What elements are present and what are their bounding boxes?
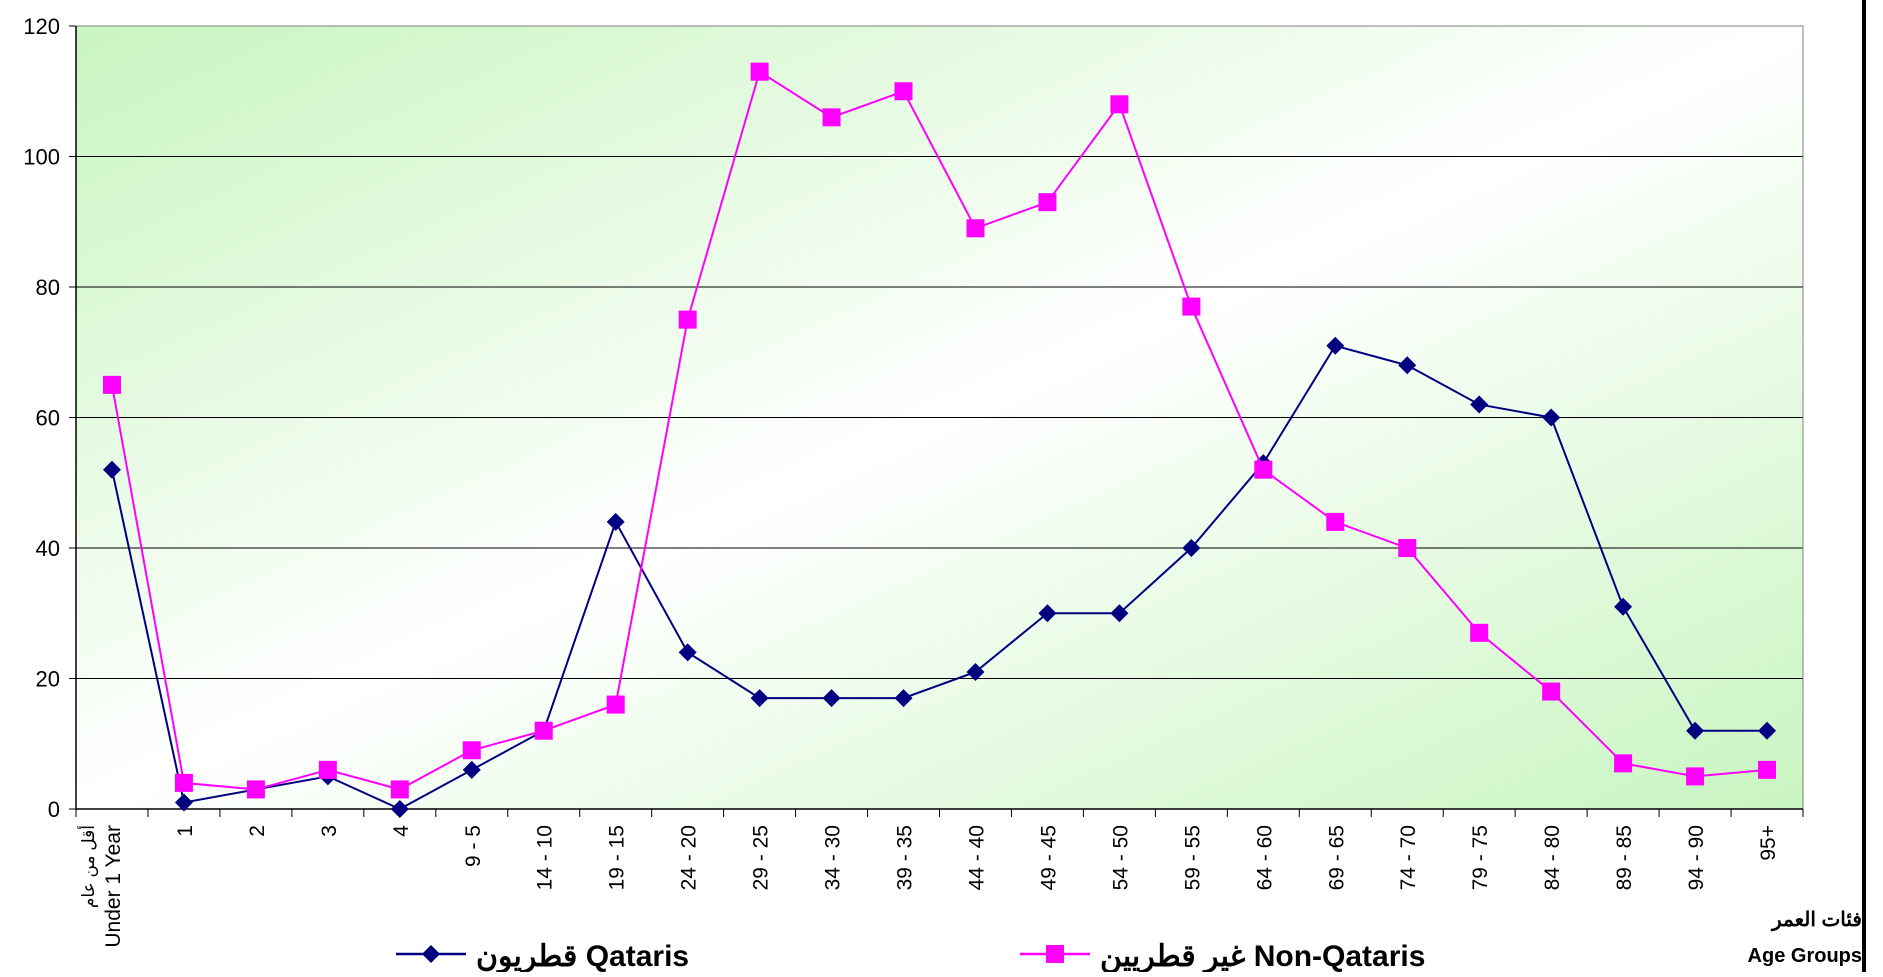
data-point xyxy=(1038,604,1057,623)
x-tick-label: 74 - 70 xyxy=(1397,825,1420,890)
data-point xyxy=(1398,539,1417,557)
data-point xyxy=(966,219,985,238)
data-point xyxy=(1758,760,1777,779)
x-tick-label: 59 - 55 xyxy=(1181,825,1204,890)
y-tick-label: 20 xyxy=(36,667,60,692)
x-tick-label: 34 - 30 xyxy=(822,825,845,890)
legend-item: قطريون Qataris xyxy=(396,940,689,974)
data-point xyxy=(606,512,625,531)
data-point xyxy=(894,689,913,708)
data-point xyxy=(678,310,697,329)
data-point xyxy=(1326,336,1345,355)
data-point xyxy=(1542,682,1561,701)
x-tick-label: 89 - 85 xyxy=(1613,825,1636,890)
x-tick-label: 95+ xyxy=(1757,825,1780,861)
y-tick-label: 100 xyxy=(23,145,60,170)
x-tick-label: 29 - 25 xyxy=(750,825,773,890)
data-point xyxy=(318,760,337,779)
x-tick-label: 49 - 45 xyxy=(1037,825,1060,890)
x-tick-label: 3 xyxy=(318,825,341,837)
data-point xyxy=(1182,297,1201,316)
x-tick-label: 19 - 15 xyxy=(606,825,629,890)
x-tick-label: 14 - 10 xyxy=(534,825,557,890)
data-point xyxy=(822,689,841,708)
data-point xyxy=(174,773,193,792)
data-point xyxy=(822,108,841,127)
data-point xyxy=(102,460,121,479)
data-point xyxy=(102,375,121,394)
x-tick-label: 44 - 40 xyxy=(965,825,988,890)
legend-item: غير قطريين Non-Qataris xyxy=(1020,940,1425,974)
data-point xyxy=(750,689,769,708)
data-point xyxy=(462,741,481,760)
data-point xyxy=(1686,767,1705,786)
data-point xyxy=(1110,604,1129,623)
series-line xyxy=(110,70,1768,791)
data-point xyxy=(1110,95,1129,114)
data-point xyxy=(606,695,625,714)
y-tick-label: 60 xyxy=(36,406,60,431)
data-point xyxy=(966,662,985,681)
legend-label: غير قطريين Non-Qataris xyxy=(1100,940,1425,972)
legend-marker xyxy=(422,945,440,963)
data-point xyxy=(1254,460,1273,479)
data-point xyxy=(1326,512,1345,531)
data-point xyxy=(1398,356,1417,375)
data-point xyxy=(1614,754,1633,773)
window-edge-bar xyxy=(1862,0,1866,972)
data-point xyxy=(1758,721,1777,740)
x-tick-label: 94 - 90 xyxy=(1685,825,1708,890)
x-tick-label: 64 - 60 xyxy=(1253,825,1276,890)
data-point xyxy=(894,82,913,101)
data-point xyxy=(1470,395,1489,414)
x-tick-label: 39 - 35 xyxy=(894,825,917,890)
data-point xyxy=(390,800,409,818)
x-axis-title-arabic: فئات العمر xyxy=(1770,909,1862,932)
x-tick-label: 24 - 20 xyxy=(678,825,701,890)
data-point xyxy=(534,721,553,740)
series-non-qataris xyxy=(102,62,1777,799)
x-tick-label: 4 xyxy=(390,825,413,837)
x-tick-label: 2 xyxy=(246,825,269,837)
x-tick-label: 84 - 80 xyxy=(1541,825,1564,890)
y-tick-label: 0 xyxy=(48,797,60,822)
data-point xyxy=(174,793,193,812)
x-tick-label: أقل من عام Under 1 Year xyxy=(77,825,125,948)
data-point xyxy=(1542,408,1561,427)
y-tick-label: 40 xyxy=(36,536,60,561)
legend-marker xyxy=(1046,945,1064,963)
data-point xyxy=(1470,623,1489,642)
legend-label: قطريون Qataris xyxy=(476,940,689,972)
data-point xyxy=(678,643,697,662)
x-tick-label: 9 - 5 xyxy=(462,825,485,867)
series-line xyxy=(111,344,1768,811)
data-point xyxy=(1182,539,1201,557)
data-point xyxy=(1614,597,1633,616)
x-tick-label: 54 - 50 xyxy=(1109,825,1132,890)
y-tick-label: 80 xyxy=(36,275,60,300)
data-point xyxy=(1038,193,1057,212)
x-tick-label: 1 xyxy=(174,825,197,837)
data-point xyxy=(462,760,481,779)
data-point xyxy=(246,780,265,799)
y-tick-label: 120 xyxy=(23,14,60,39)
data-point xyxy=(750,62,769,81)
data-point xyxy=(1686,721,1705,740)
x-tick-label: 69 - 65 xyxy=(1325,825,1348,890)
x-tick-label: 79 - 75 xyxy=(1469,825,1492,890)
x-axis-title-english: Age Groups xyxy=(1748,945,1862,967)
data-point xyxy=(390,780,409,799)
